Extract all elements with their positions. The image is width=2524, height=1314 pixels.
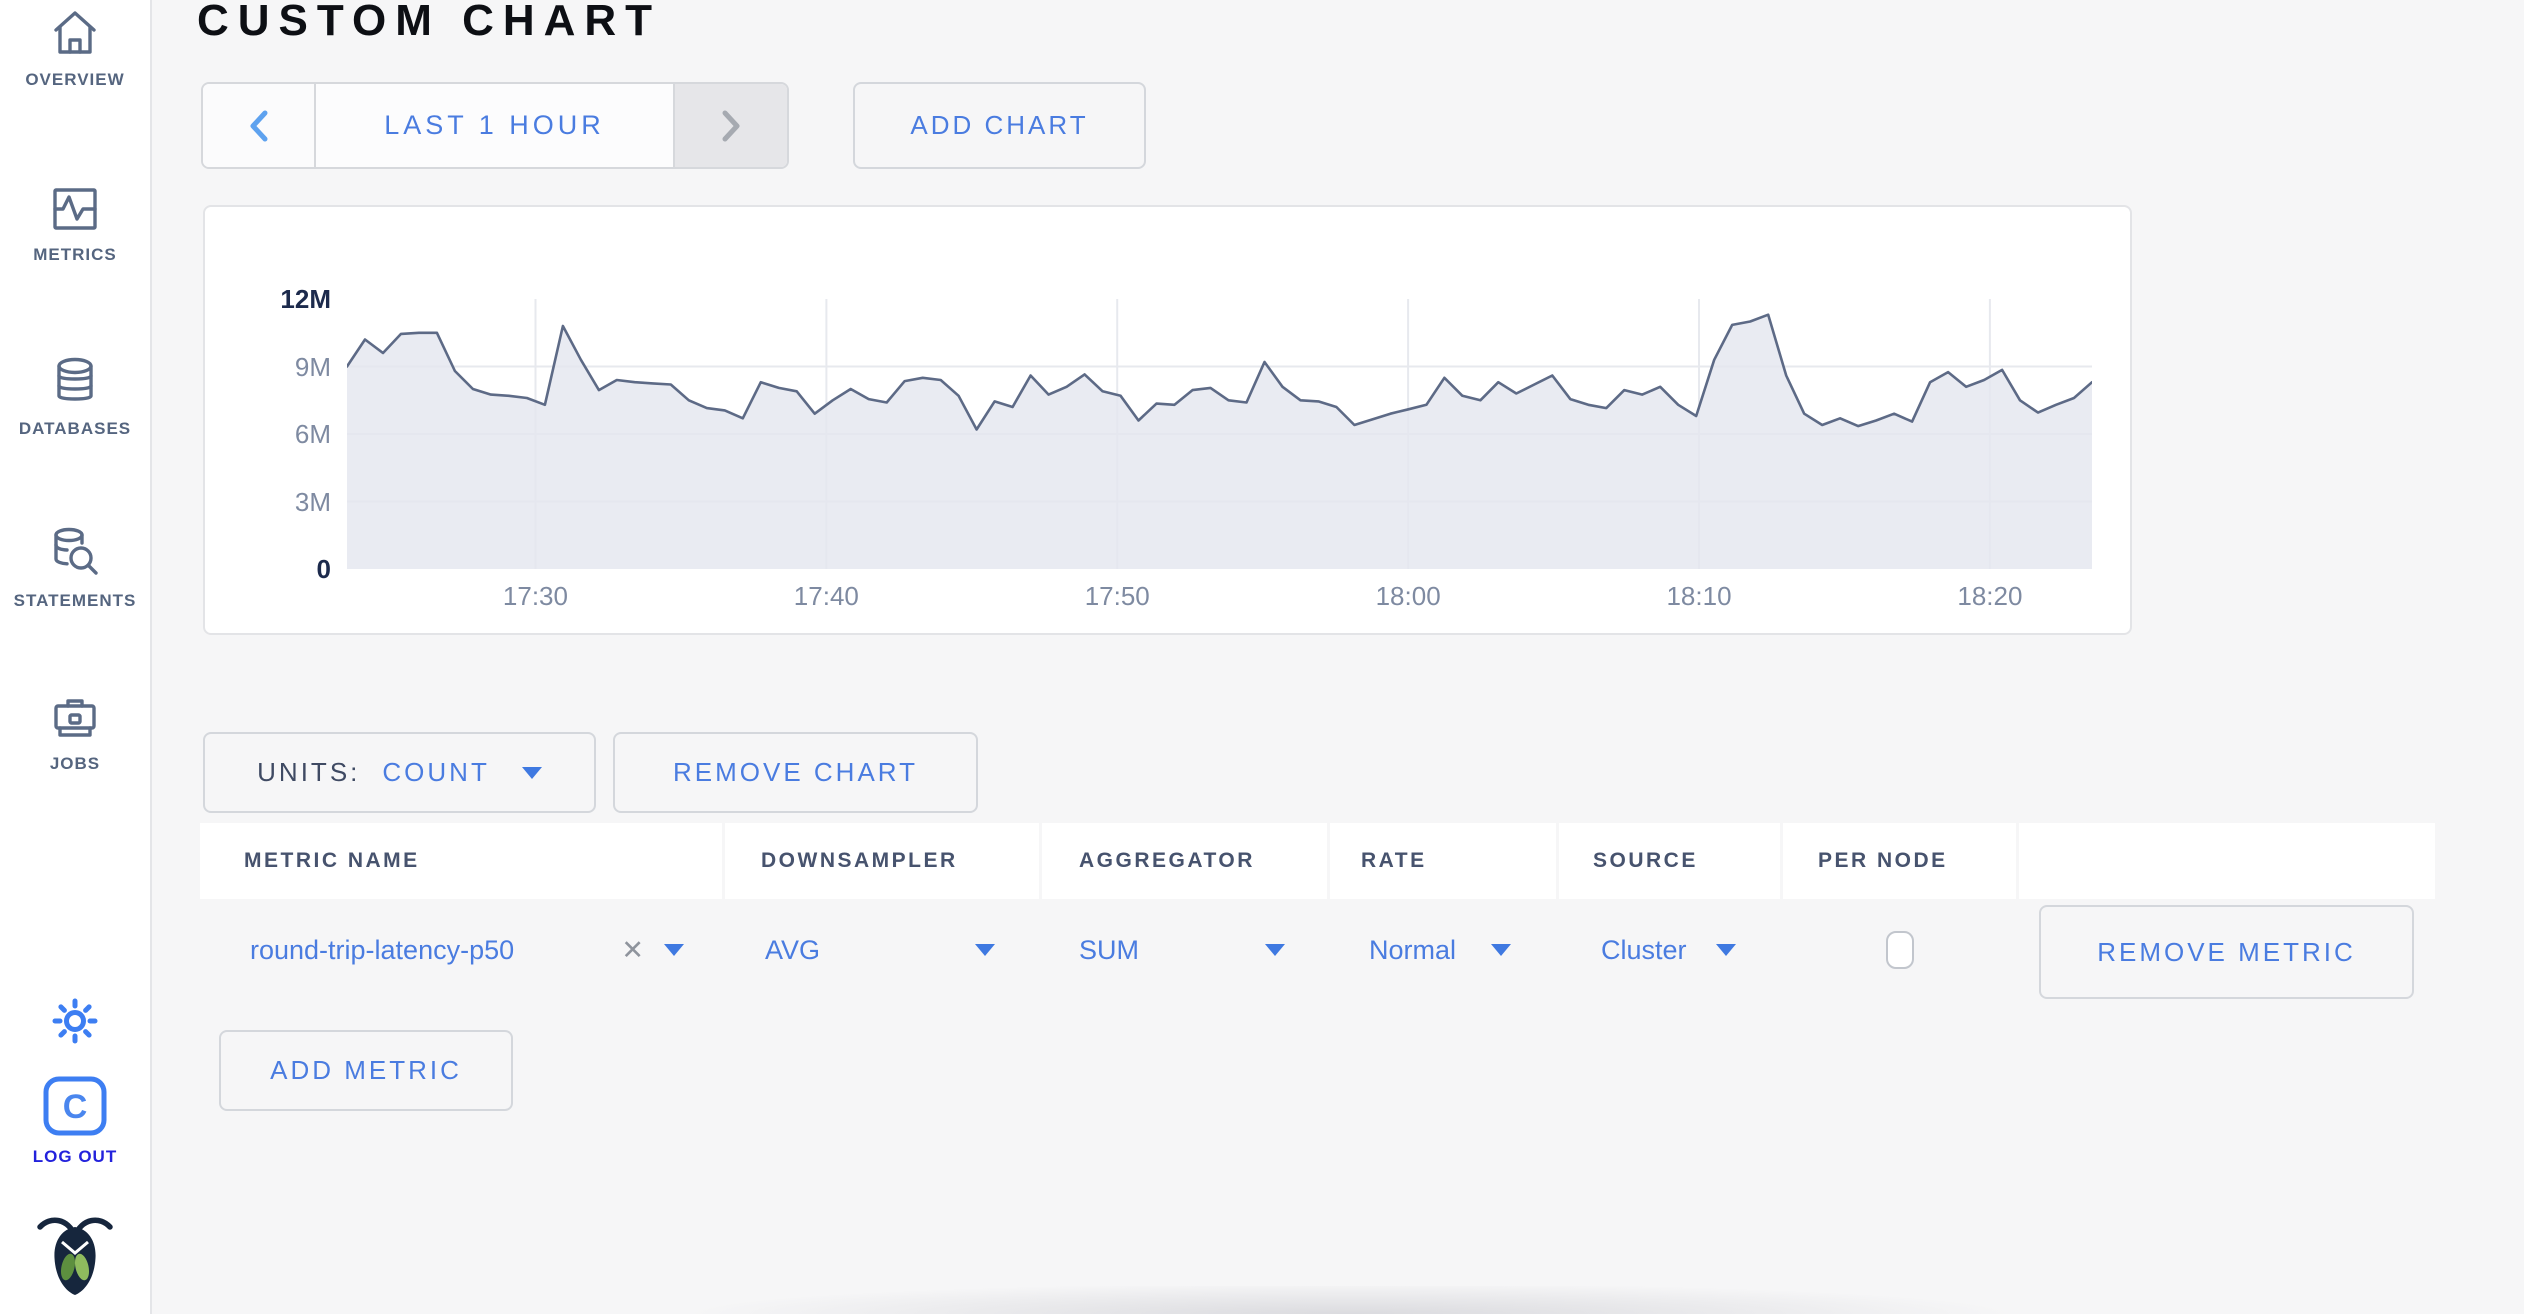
y-axis-tick-label: 9M <box>294 351 331 382</box>
per-node-checkbox[interactable] <box>1885 931 1914 969</box>
sidebar-item-jobs[interactable]: JOBS <box>0 694 150 774</box>
clear-metric-icon[interactable]: ✕ <box>621 934 644 965</box>
cockroach-c-icon: C <box>43 1076 107 1136</box>
time-range-value[interactable]: LAST 1 HOUR <box>384 110 605 140</box>
sidebar-item-label: DATABASES <box>18 419 132 438</box>
aggregator-select[interactable]: SUM <box>1042 900 1327 1000</box>
column-header-metric-name: METRIC NAME <box>200 823 722 899</box>
y-axis-tick-label: 12M <box>280 284 331 314</box>
source-select[interactable]: Cluster <box>1559 900 1780 1000</box>
column-header-actions <box>2019 823 2435 899</box>
column-header-per-node: PER NODE <box>1783 823 2016 899</box>
column-header-downsampler: DOWNSAMPLER <box>725 823 1039 899</box>
downsampler-select[interactable]: AVG <box>725 900 1039 1000</box>
chart-plot <box>347 299 2092 569</box>
units-label: UNITS: <box>257 757 361 787</box>
time-range-control: LAST 1 HOUR <box>201 82 789 169</box>
logout-label: LOG OUT <box>32 1147 118 1166</box>
home-icon <box>54 11 96 54</box>
y-axis-tick-label: 6M <box>294 419 331 449</box>
sidebar-item-label: OVERVIEW <box>25 70 125 89</box>
x-axis-tick-label: 18:20 <box>1957 581 2023 611</box>
database-icon <box>57 357 93 401</box>
cockroach-bug-icon <box>37 1217 113 1295</box>
sidebar-item-statements[interactable]: STATEMENTS <box>0 525 150 611</box>
chevron-right-icon <box>722 110 740 141</box>
x-axis-tick-label: 17:30 <box>502 581 568 611</box>
chart-line <box>347 313 2092 431</box>
rate-select[interactable]: Normal <box>1330 900 1556 1000</box>
page-title: CUSTOM CHART <box>197 0 662 45</box>
sidebar-item-databases[interactable]: DATABASES <box>0 355 150 439</box>
add-chart-button[interactable]: ADD CHART <box>853 82 1146 169</box>
chevron-down-icon <box>521 766 542 779</box>
sidebar-item-overview[interactable]: OVERVIEW <box>0 6 150 90</box>
sidebar-item-label: METRICS <box>33 245 117 264</box>
time-range-prev-button[interactable] <box>203 84 316 167</box>
sidebar-item-label: STATEMENTS <box>13 591 137 610</box>
statements-icon <box>54 527 98 575</box>
chevron-down-icon <box>1265 944 1285 956</box>
x-axis-tick-label: 18:10 <box>1666 581 1732 611</box>
next-card-shadow <box>560 1286 2140 1314</box>
column-header-rate: RATE <box>1330 823 1556 899</box>
remove-metric-button[interactable]: REMOVE METRIC <box>2039 905 2414 999</box>
chevron-down-icon <box>975 944 995 956</box>
sidebar: OVERVIEW METRICS DATABASES <box>0 0 152 1314</box>
per-node-cell <box>1783 900 2016 1000</box>
settings-button[interactable] <box>0 996 150 1046</box>
cockroachdb-logo[interactable] <box>0 1210 150 1298</box>
sidebar-item-metrics[interactable]: METRICS <box>0 183 150 265</box>
metrics-icon <box>53 188 97 230</box>
units-value: COUNT <box>382 757 490 787</box>
remove-chart-button[interactable]: REMOVE CHART <box>613 732 978 813</box>
column-header-source: SOURCE <box>1559 823 1780 899</box>
column-header-aggregator: AGGREGATOR <box>1042 823 1327 899</box>
aggregator-value: SUM <box>1079 934 1139 965</box>
chevron-down-icon <box>1716 944 1736 956</box>
chart-svg <box>347 299 2092 569</box>
chevron-left-icon <box>250 110 267 141</box>
metric-name-value[interactable]: round-trip-latency-p50 <box>250 934 515 965</box>
gear-icon <box>52 998 98 1044</box>
x-axis-tick-label: 17:50 <box>1084 581 1150 611</box>
units-dropdown[interactable]: UNITS: COUNT <box>203 732 596 813</box>
metric-name-controls: ✕ <box>621 935 684 966</box>
logout-button[interactable]: C LOG OUT <box>0 1075 150 1167</box>
add-metric-button[interactable]: ADD METRIC <box>219 1030 513 1111</box>
jobs-icon <box>54 699 96 737</box>
y-axis-tick-label: 0 <box>316 554 331 584</box>
x-axis-tick-label: 18:00 <box>1375 581 1441 611</box>
y-axis-tick-label: 3M <box>294 486 331 517</box>
downsampler-value: AVG <box>765 934 821 965</box>
table-row-metric-name-select[interactable]: round-trip-latency-p50 ✕ <box>200 900 722 1000</box>
chevron-down-icon[interactable] <box>664 944 684 956</box>
sidebar-item-label: JOBS <box>49 754 101 773</box>
rate-value: Normal <box>1369 934 1457 965</box>
source-value: Cluster <box>1601 934 1687 965</box>
time-range-next-button[interactable] <box>673 84 787 167</box>
svg-text:C: C <box>63 1088 88 1126</box>
x-axis-tick-label: 17:40 <box>793 581 859 611</box>
chevron-down-icon <box>1491 944 1511 956</box>
chart-area <box>347 314 2092 569</box>
chart-card: 12M 9M 6M 3M 0 17:30 17:40 17:50 18:00 18:10 18:2… <box>203 205 2132 635</box>
